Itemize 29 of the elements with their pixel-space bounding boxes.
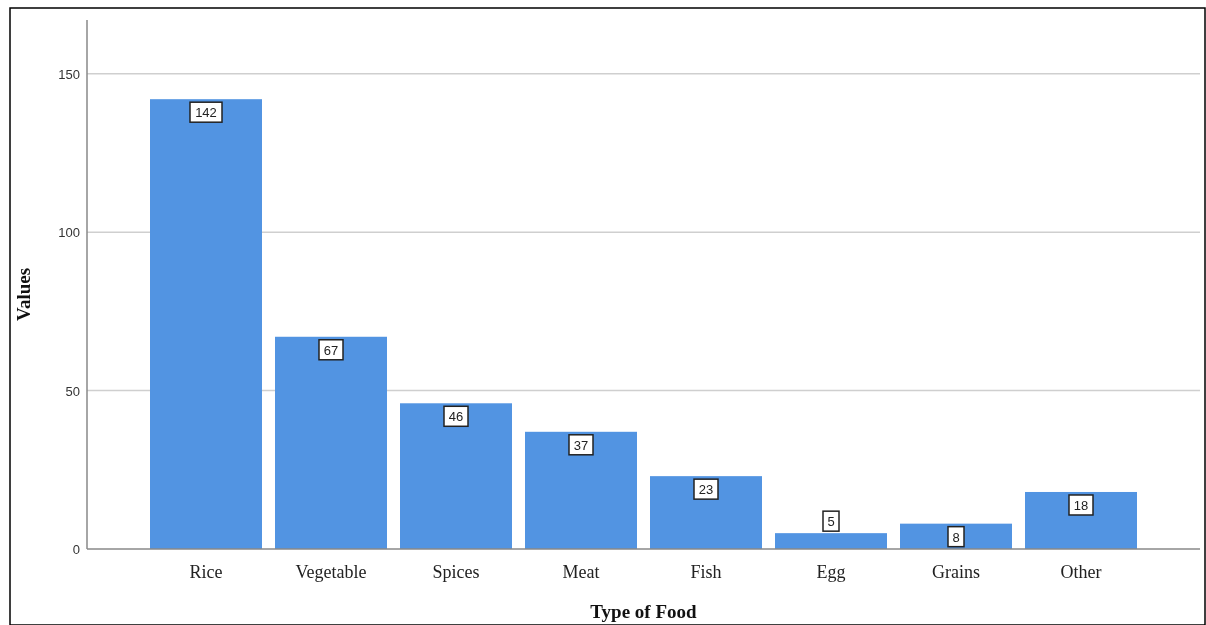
data-label: 23: [698, 482, 714, 498]
x-axis-title: Type of Food: [590, 601, 698, 622]
bar: [150, 99, 262, 549]
data-label: 46: [448, 409, 464, 425]
data-label: 37: [573, 437, 589, 453]
x-tick-label: Meat: [562, 562, 600, 582]
y-tick-label: 150: [58, 66, 80, 82]
x-tick-label: Fish: [690, 562, 722, 582]
y-tick-label: 100: [58, 225, 80, 241]
x-tick-label: Spices: [432, 562, 480, 582]
bar: [525, 431, 637, 549]
data-label: 5: [827, 514, 835, 530]
data-label: 18: [1073, 497, 1089, 513]
bar: [400, 403, 512, 549]
data-label: 142: [195, 105, 217, 121]
x-tick-label: Grains: [932, 562, 980, 582]
data-label: 67: [323, 342, 339, 358]
x-tick-label: Vegetable: [295, 562, 367, 582]
bar: [1025, 491, 1137, 549]
y-axis-title: Values: [13, 267, 34, 322]
y-tick-label: 0: [72, 542, 80, 557]
x-tick-label: Egg: [816, 562, 846, 582]
data-label: 8: [952, 529, 960, 545]
bar: [275, 336, 387, 549]
y-tick-label: 50: [65, 383, 80, 399]
bar: [650, 476, 762, 549]
bar: [775, 533, 887, 549]
x-tick-label: Other: [1060, 562, 1102, 582]
x-tick-label: Rice: [189, 562, 223, 582]
